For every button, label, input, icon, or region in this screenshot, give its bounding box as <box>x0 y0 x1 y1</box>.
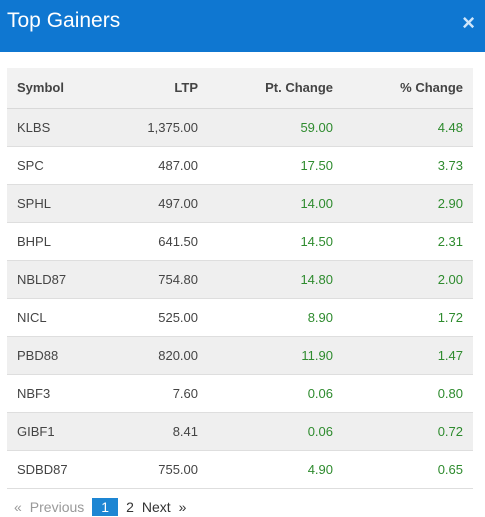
close-icon[interactable]: × <box>462 10 475 35</box>
symbol-cell[interactable]: PBD88 <box>17 347 59 363</box>
ltp-cell: 755.00 <box>158 461 198 477</box>
pct-change-cell: 1.47 <box>437 347 463 363</box>
table-row[interactable]: NBLD87 754.80 14.80 2.00 <box>7 260 473 298</box>
last-page-link[interactable]: » <box>178 499 187 515</box>
symbol-cell[interactable]: SPC <box>17 157 44 173</box>
pt-change-cell: 0.06 <box>307 423 333 439</box>
symbol-cell[interactable]: NBLD87 <box>17 271 67 287</box>
ltp-cell: 7.60 <box>172 385 198 401</box>
ltp-cell: 497.00 <box>158 195 198 211</box>
next-page-link[interactable]: Next <box>141 499 171 515</box>
column-header-pct-change[interactable]: % Change <box>400 80 463 96</box>
pagination: « Previous 1 2 Next » <box>14 497 194 517</box>
pct-change-cell: 0.65 <box>437 461 463 477</box>
pt-change-cell: 17.50 <box>300 157 333 173</box>
pt-change-cell: 14.80 <box>300 271 333 287</box>
pct-change-cell: 2.31 <box>437 233 463 249</box>
table-row[interactable]: PBD88 820.00 11.90 1.47 <box>7 336 473 374</box>
pct-change-cell: 4.48 <box>437 119 463 135</box>
pt-change-cell: 14.00 <box>300 195 333 211</box>
table-row[interactable]: BHPL 641.50 14.50 2.31 <box>7 222 473 260</box>
ltp-cell: 820.00 <box>158 347 198 363</box>
symbol-cell[interactable]: NBF3 <box>17 385 51 401</box>
pt-change-cell: 8.90 <box>307 309 333 325</box>
table-row[interactable]: KLBS 1,375.00 59.00 4.48 <box>7 108 473 146</box>
previous-page-link[interactable]: Previous <box>29 499 85 515</box>
symbol-cell[interactable]: GIBF1 <box>17 423 55 439</box>
pct-change-cell: 2.00 <box>437 271 463 287</box>
ltp-cell: 754.80 <box>158 271 198 287</box>
symbol-cell[interactable]: KLBS <box>17 119 51 135</box>
ltp-cell: 1,375.00 <box>147 119 198 135</box>
first-page-link[interactable]: « <box>14 499 22 515</box>
modal-title: Top Gainers <box>7 9 121 32</box>
pct-change-cell: 2.90 <box>437 195 463 211</box>
table-row[interactable]: SDBD87 755.00 4.90 0.65 <box>7 450 473 488</box>
modal-header: Top Gainers × <box>0 0 485 52</box>
table-row[interactable]: NICL 525.00 8.90 1.72 <box>7 298 473 336</box>
ltp-cell: 487.00 <box>158 157 198 173</box>
pct-change-cell: 0.80 <box>437 385 463 401</box>
ltp-cell: 8.41 <box>172 423 198 439</box>
symbol-cell[interactable]: SPHL <box>17 195 51 211</box>
gainers-panel: Symbol LTP Pt. Change % Change KLBS 1,375… <box>7 68 473 489</box>
column-header-ltp[interactable]: LTP <box>174 80 198 96</box>
pct-change-cell: 0.72 <box>437 423 463 439</box>
symbol-cell[interactable]: SDBD87 <box>17 461 68 477</box>
pct-change-cell: 3.73 <box>437 157 463 173</box>
pt-change-cell: 0.06 <box>307 385 333 401</box>
pt-change-cell: 4.90 <box>307 461 333 477</box>
ltp-cell: 641.50 <box>158 233 198 249</box>
table-row[interactable]: NBF3 7.60 0.06 0.80 <box>7 374 473 412</box>
table-row[interactable]: GIBF1 8.41 0.06 0.72 <box>7 412 473 450</box>
table-row[interactable]: SPHL 497.00 14.00 2.90 <box>7 184 473 222</box>
column-header-pt-change[interactable]: Pt. Change <box>265 80 333 96</box>
column-header-symbol[interactable]: Symbol <box>17 80 64 96</box>
gainers-table: Symbol LTP Pt. Change % Change KLBS 1,375… <box>7 68 473 489</box>
pt-change-cell: 11.90 <box>301 347 333 363</box>
symbol-cell[interactable]: NICL <box>17 309 47 325</box>
symbol-cell[interactable]: BHPL <box>17 233 51 249</box>
table-row[interactable]: SPC 487.00 17.50 3.73 <box>7 146 473 184</box>
pt-change-cell: 14.50 <box>300 233 333 249</box>
table-header-row: Symbol LTP Pt. Change % Change <box>7 68 473 108</box>
pct-change-cell: 1.72 <box>437 309 463 325</box>
pt-change-cell: 59.00 <box>300 119 333 135</box>
page-1-link[interactable]: 1 <box>92 498 119 516</box>
ltp-cell: 525.00 <box>158 309 198 325</box>
page-2-link[interactable]: 2 <box>126 499 134 515</box>
